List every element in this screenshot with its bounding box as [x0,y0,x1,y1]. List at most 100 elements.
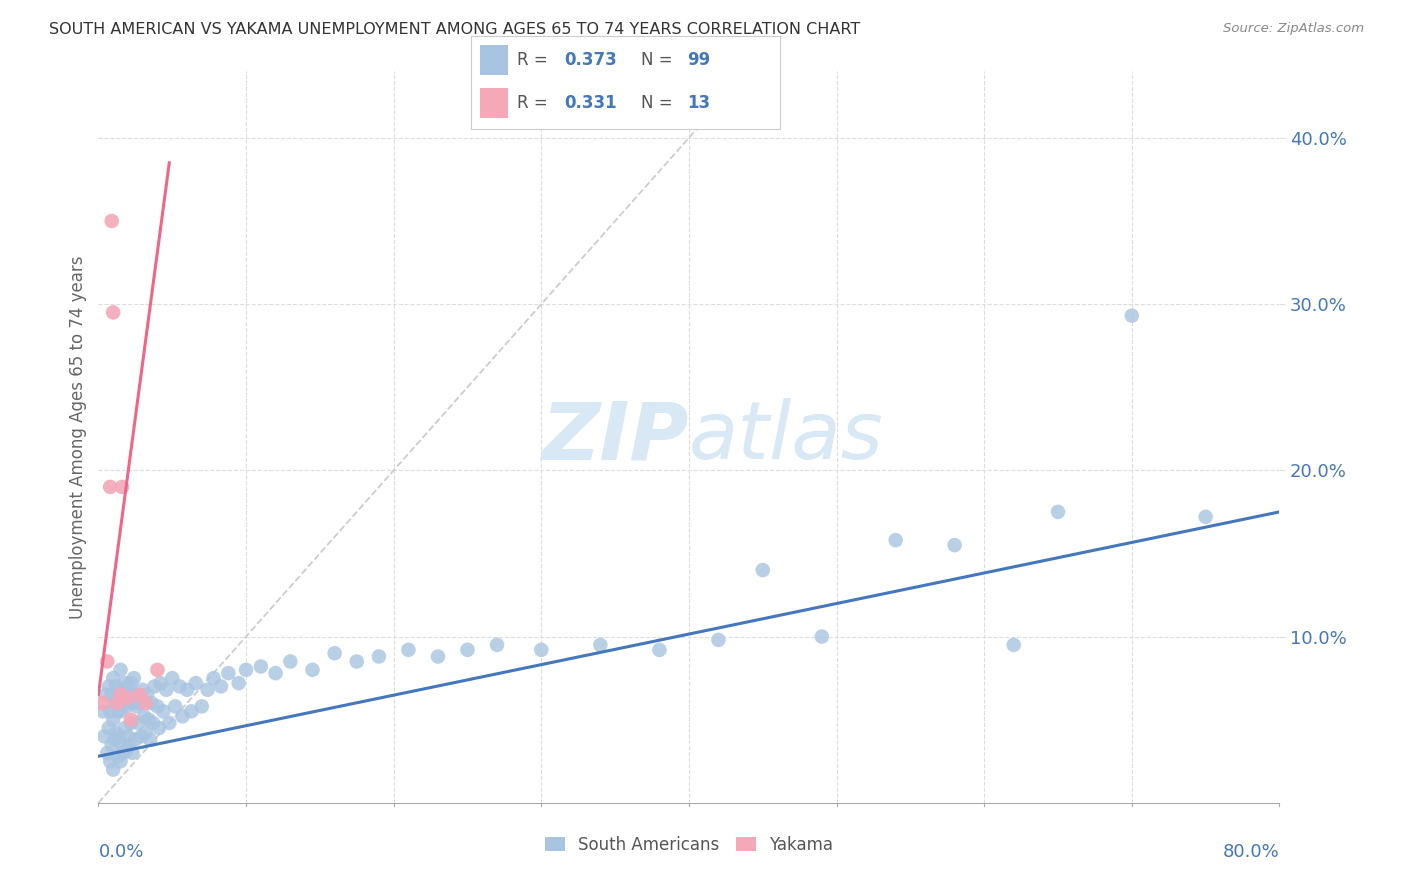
South Americans [1046,505,1069,519]
South Americans [121,696,143,710]
South Americans [368,649,391,664]
South Americans [110,705,132,719]
South Americans [197,682,219,697]
South Americans [191,699,214,714]
South Americans [120,716,142,731]
South Americans [486,638,509,652]
South Americans [751,563,773,577]
South Americans [228,676,250,690]
South Americans [136,688,159,702]
South Americans [884,533,907,548]
South Americans [152,705,174,719]
South Americans [108,688,131,702]
South Americans [142,716,165,731]
South Americans [117,680,139,694]
South Americans [93,729,115,743]
South Americans [346,655,368,669]
South Americans [155,682,177,697]
Yakama [128,688,150,702]
South Americans [108,729,131,743]
South Americans [124,732,146,747]
South Americans [97,721,120,735]
South Americans [169,680,191,694]
Yakama [103,305,125,319]
South Americans [943,538,966,552]
Yakama [135,696,157,710]
Yakama [107,696,129,710]
South Americans [146,699,169,714]
South Americans [127,716,149,731]
Yakama [98,480,121,494]
South Americans [97,680,120,694]
South Americans [107,749,129,764]
South Americans [209,680,232,694]
South Americans [105,680,128,694]
South Americans [250,659,273,673]
Yakama [146,663,169,677]
South Americans [1002,638,1025,652]
South Americans [589,638,612,652]
South Americans [96,746,118,760]
South Americans [141,696,163,710]
South Americans [120,676,142,690]
South Americans [134,709,156,723]
South Americans [94,688,117,702]
South Americans [124,688,146,702]
Yakama [117,691,139,706]
Text: SOUTH AMERICAN VS YAKAMA UNEMPLOYMENT AMONG AGES 65 TO 74 YEARS CORRELATION CHAR: SOUTH AMERICAN VS YAKAMA UNEMPLOYMENT AM… [49,22,860,37]
Text: 0.0%: 0.0% [98,843,143,861]
South Americans [707,632,730,647]
Yakama [96,655,118,669]
South Americans [202,671,225,685]
South Americans [105,726,128,740]
South Americans [103,763,125,777]
South Americans [148,721,170,735]
South Americans [91,705,114,719]
South Americans [264,666,287,681]
South Americans [648,643,671,657]
South Americans [104,696,127,710]
Yakama [111,480,134,494]
South Americans [456,643,478,657]
South Americans [114,721,136,735]
Yakama [120,713,142,727]
South Americans [125,699,148,714]
Yakama [110,688,132,702]
South Americans [103,713,125,727]
South Americans [217,666,239,681]
Bar [481,88,508,118]
South Americans [111,738,134,752]
Text: N =: N = [641,51,678,69]
South Americans [530,643,553,657]
South Americans [235,663,257,677]
South Americans [138,713,160,727]
South Americans [135,726,157,740]
South Americans [112,746,135,760]
Text: 0.373: 0.373 [564,51,617,69]
Legend: South Americans, Yakama: South Americans, Yakama [538,829,839,860]
South Americans [165,699,187,714]
South Americans [98,754,121,768]
South Americans [132,682,155,697]
South Americans [176,682,198,697]
Text: 0.331: 0.331 [564,95,616,112]
South Americans [139,732,162,747]
South Americans [115,699,138,714]
South Americans [129,729,152,743]
South Americans [184,676,207,690]
South Americans [110,754,132,768]
Text: R =: R = [517,51,554,69]
South Americans [115,742,138,756]
Y-axis label: Unemployment Among Ages 65 to 74 years: Unemployment Among Ages 65 to 74 years [69,255,87,619]
South Americans [112,696,135,710]
South Americans [111,682,134,697]
South Americans [323,646,346,660]
South Americans [100,738,122,752]
Text: N =: N = [641,95,678,112]
Text: ZIP: ZIP [541,398,689,476]
South Americans [122,671,145,685]
South Americans [107,705,129,719]
South Americans [172,709,194,723]
South Americans [98,705,121,719]
Text: 99: 99 [688,51,711,69]
